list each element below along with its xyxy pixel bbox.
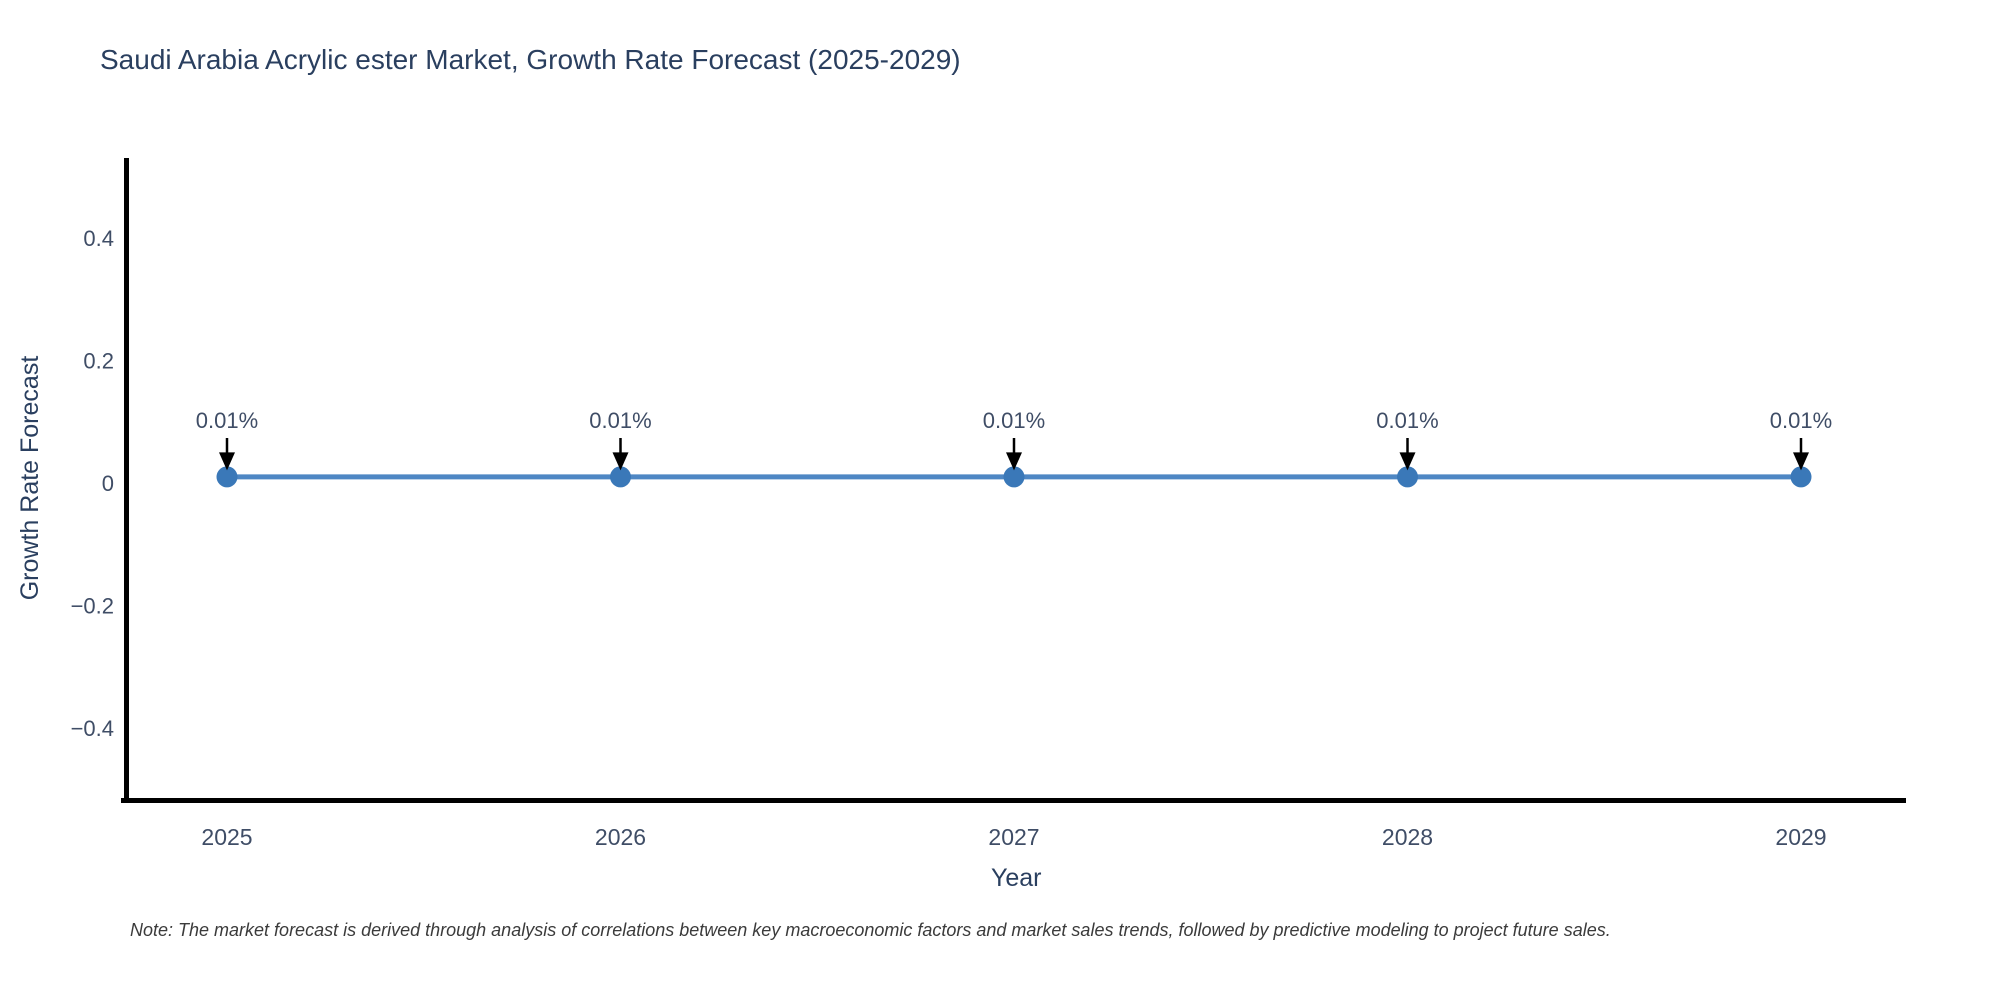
point-annotation-label: 0.01% bbox=[196, 408, 258, 433]
y-tick-label: 0.4 bbox=[83, 226, 114, 251]
y-tick-label: −0.2 bbox=[71, 593, 114, 618]
chart-title: Saudi Arabia Acrylic ester Market, Growt… bbox=[100, 44, 961, 75]
data-point bbox=[1790, 466, 1812, 488]
annotation-arrowhead-icon bbox=[612, 452, 629, 471]
y-tick-label: 0 bbox=[102, 471, 114, 496]
data-point bbox=[1397, 466, 1418, 488]
annotation-arrowhead-icon bbox=[219, 452, 235, 471]
data-point bbox=[1003, 466, 1025, 488]
x-tick-label: 2027 bbox=[988, 824, 1039, 850]
chart-note: Note: The market forecast is derived thr… bbox=[130, 920, 1611, 940]
point-annotation-label: 0.01% bbox=[983, 408, 1045, 433]
y-tick-label: −0.4 bbox=[71, 716, 114, 741]
point-annotation-label: 0.01% bbox=[1376, 408, 1438, 433]
x-tick-label: 2025 bbox=[201, 824, 252, 850]
point-annotation-label: 0.01% bbox=[1770, 408, 1832, 433]
point-annotation-label: 0.01% bbox=[589, 408, 651, 433]
y-tick-label: 0.2 bbox=[83, 349, 114, 374]
x-axis-title: Year bbox=[991, 864, 1042, 892]
data-point bbox=[610, 466, 631, 488]
x-tick-label: 2029 bbox=[1775, 824, 1826, 850]
annotation-arrowhead-icon bbox=[1793, 452, 1809, 471]
y-axis-title: Growth Rate Forecast bbox=[16, 356, 44, 601]
data-point bbox=[216, 466, 238, 488]
x-tick-label: 2026 bbox=[595, 824, 646, 850]
annotation-arrowhead-icon bbox=[1399, 452, 1416, 471]
x-tick-label: 2028 bbox=[1382, 824, 1433, 850]
annotation-arrowhead-icon bbox=[1006, 452, 1022, 471]
